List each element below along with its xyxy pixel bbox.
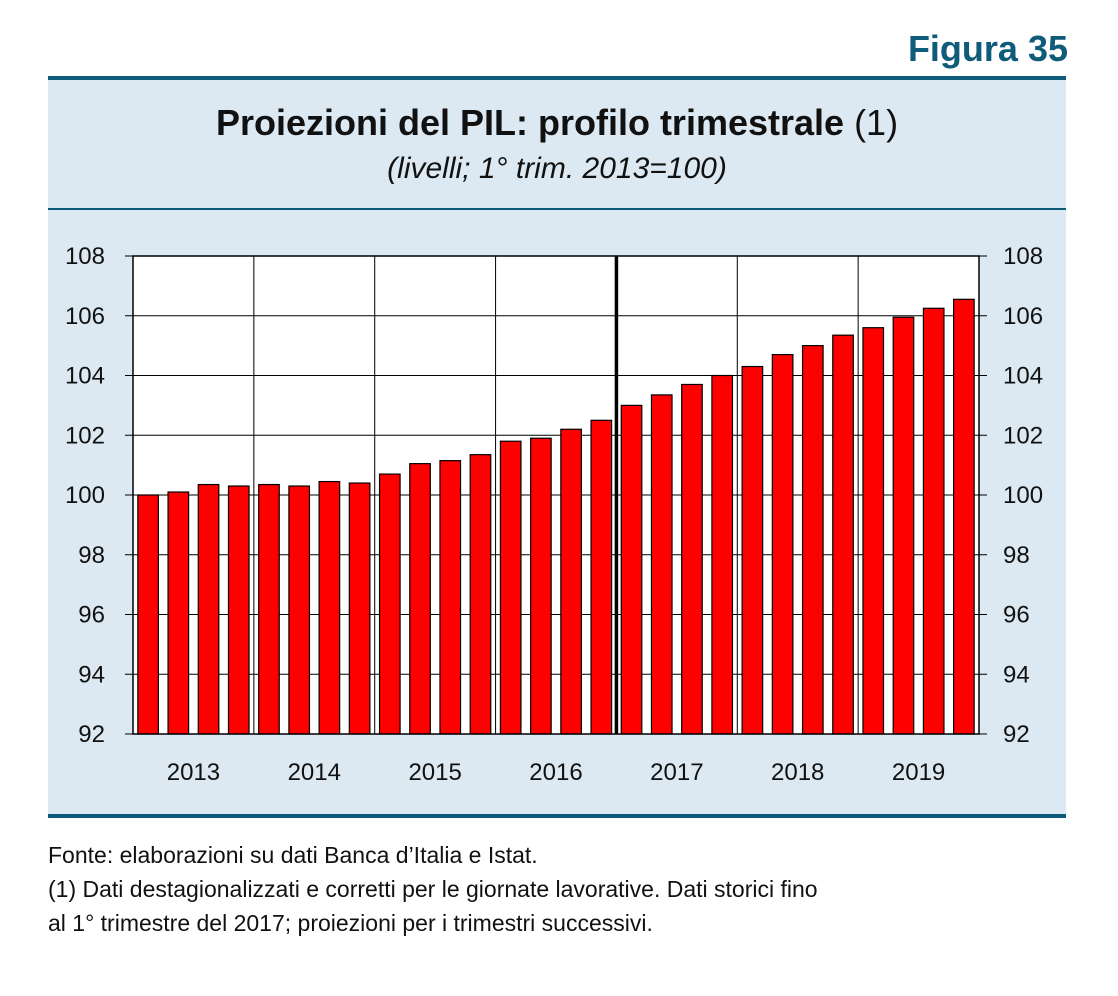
y-tick-label-left: 94 <box>78 661 105 688</box>
bar <box>620 404 643 735</box>
bar-layer <box>137 298 975 735</box>
y-tick-label-right: 108 <box>1003 243 1043 270</box>
plot-frame <box>132 255 980 735</box>
bar <box>801 345 824 735</box>
bar <box>862 327 885 735</box>
y-tick-label-right: 104 <box>1003 363 1043 390</box>
x-tick-label: 2018 <box>771 759 824 786</box>
bar <box>681 383 703 735</box>
y-tick-label-left: 108 <box>65 243 105 270</box>
y-tick-label-left: 92 <box>78 721 105 748</box>
bar <box>288 485 311 735</box>
x-tick-label: 2013 <box>167 759 220 786</box>
bar <box>530 437 552 735</box>
bar <box>832 334 854 735</box>
y-tick-label-left: 106 <box>65 303 105 330</box>
x-tick-label: 2019 <box>892 759 945 786</box>
x-tick-label: 2016 <box>529 759 582 786</box>
y-tick-label-left: 96 <box>78 602 105 629</box>
footnote-line-2: al 1° trimestre del 2017; proiezioni per… <box>48 910 653 936</box>
bar <box>197 483 220 735</box>
bar <box>771 353 794 735</box>
label-layer: 92 92 94 94 96 96 98 98 100 100 102 102 104 104 106 106… <box>65 243 1043 786</box>
y-tick-label-right: 102 <box>1003 422 1043 449</box>
bar <box>711 374 734 735</box>
bar <box>741 365 764 735</box>
x-tick-label: 2015 <box>408 759 461 786</box>
y-tick-label-left: 102 <box>65 422 105 449</box>
bar <box>922 307 945 735</box>
y-tick-label-right: 94 <box>1003 661 1030 688</box>
y-tick-label-right: 100 <box>1003 482 1043 509</box>
figure-label: Figura 35 <box>907 28 1068 69</box>
bar <box>348 482 371 735</box>
footnotes: Fonte: elaborazioni su dati Banca d’Ital… <box>48 838 1068 940</box>
chart-title-note: (1) <box>854 102 899 143</box>
bar <box>137 494 159 735</box>
axis-layer <box>125 255 987 735</box>
bar <box>318 480 341 735</box>
chart-subtitle: (livelli; 1° trim. 2013=100) <box>387 152 727 185</box>
y-tick-label-left: 98 <box>78 542 105 569</box>
y-tick-label-right: 106 <box>1003 303 1043 330</box>
bar <box>409 463 431 735</box>
y-tick-label-left: 100 <box>65 482 105 509</box>
bar <box>892 316 915 735</box>
bar <box>439 460 462 735</box>
y-tick-label-right: 96 <box>1003 602 1030 629</box>
title-box: Proiezioni del PIL: profilo trimestrale … <box>48 80 1066 210</box>
bar <box>560 428 582 735</box>
chart-title-main: Proiezioni del PIL: profilo trimestrale <box>215 102 845 143</box>
y-tick-label-right: 98 <box>1003 542 1030 569</box>
x-tick-label: 2017 <box>650 759 703 786</box>
y-tick-label-right: 92 <box>1003 721 1030 748</box>
bar <box>227 485 250 735</box>
bar <box>167 491 190 735</box>
bar <box>953 298 975 735</box>
bar <box>469 454 492 735</box>
y-tick-label-left: 104 <box>65 363 105 390</box>
bar <box>499 440 522 735</box>
chart-title: Proiezioni del PIL: profilo trimestrale … <box>48 102 1066 144</box>
x-tick-label: 2014 <box>288 759 341 786</box>
footnote-line-1: (1) Dati destagionalizzati e corretti pe… <box>48 876 818 902</box>
bar <box>378 473 401 735</box>
bar <box>590 419 613 735</box>
source-note: Fonte: elaborazioni su dati Banca d’Ital… <box>48 842 538 868</box>
bar <box>258 483 280 735</box>
bar <box>650 394 673 735</box>
